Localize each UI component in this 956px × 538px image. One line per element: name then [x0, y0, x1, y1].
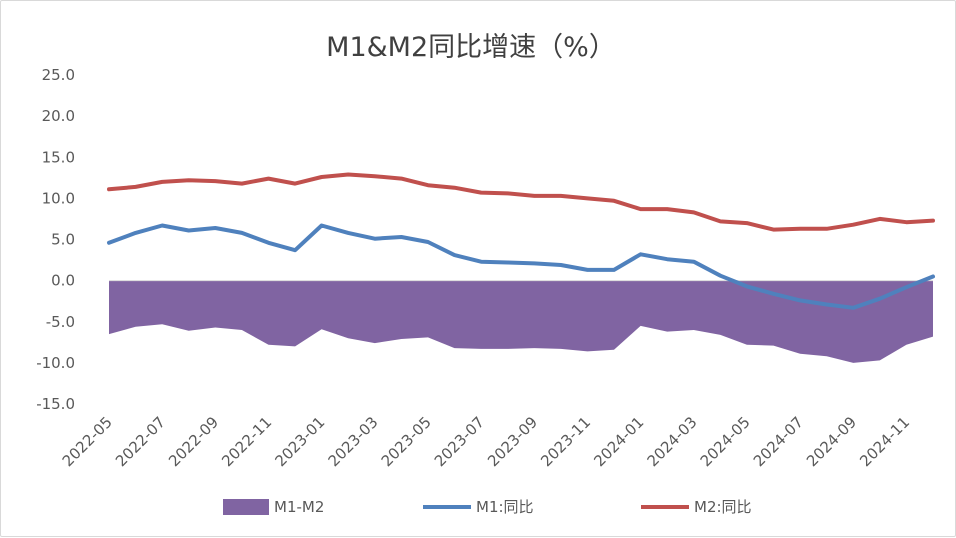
y-tick-label: 15.0	[42, 148, 75, 166]
x-tick-label: 2024-11	[856, 413, 913, 470]
x-tick-label: 2023-07	[431, 413, 488, 470]
legend-swatch-m1-m2	[223, 499, 269, 515]
x-tick-label: 2023-01	[271, 413, 328, 470]
line-layer	[107, 172, 935, 310]
x-tick-label: 2023-03	[325, 413, 382, 470]
x-tick-label: 2023-09	[484, 413, 541, 470]
y-tick-label: -10.0	[36, 354, 75, 372]
legend: M1-M2 M1:同比 M2:同比	[223, 498, 752, 516]
chart-title: M1&M2同比增速（%）	[326, 32, 616, 63]
x-tick-label: 2022-09	[165, 413, 222, 470]
x-tick-label: 2024-05	[697, 413, 754, 470]
legend-label-m1-m2: M1-M2	[274, 498, 324, 516]
series-line-m2	[107, 172, 935, 232]
y-tick-label: 25.0	[42, 66, 75, 84]
series-area-m1-m2	[109, 280, 933, 363]
series-line-m1	[107, 223, 935, 310]
y-tick-label: 5.0	[51, 231, 75, 249]
y-tick-label: 0.0	[51, 272, 75, 290]
x-tick-label: 2024-09	[803, 413, 860, 470]
y-tick-label: -15.0	[36, 395, 75, 413]
x-tick-label: 2022-05	[59, 413, 116, 470]
x-tick-label: 2022-07	[112, 413, 169, 470]
x-tick-label: 2024-03	[644, 413, 701, 470]
x-tick-label: 2024-01	[590, 413, 647, 470]
y-tick-label: 20.0	[42, 107, 75, 125]
x-tick-label: 2023-11	[537, 413, 594, 470]
x-tick-label: 2024-07	[750, 413, 807, 470]
x-tick-label: 2023-05	[378, 413, 435, 470]
area-layer	[109, 280, 933, 363]
x-tick-label: 2022-11	[218, 413, 275, 470]
axis-layer: 25.020.015.010.05.00.0-5.0-10.0-15.02022…	[36, 66, 933, 470]
y-tick-label: 10.0	[42, 189, 75, 207]
legend-label-m2: M2:同比	[694, 498, 752, 516]
legend-label-m1: M1:同比	[476, 498, 534, 516]
y-tick-label: -5.0	[46, 313, 75, 331]
